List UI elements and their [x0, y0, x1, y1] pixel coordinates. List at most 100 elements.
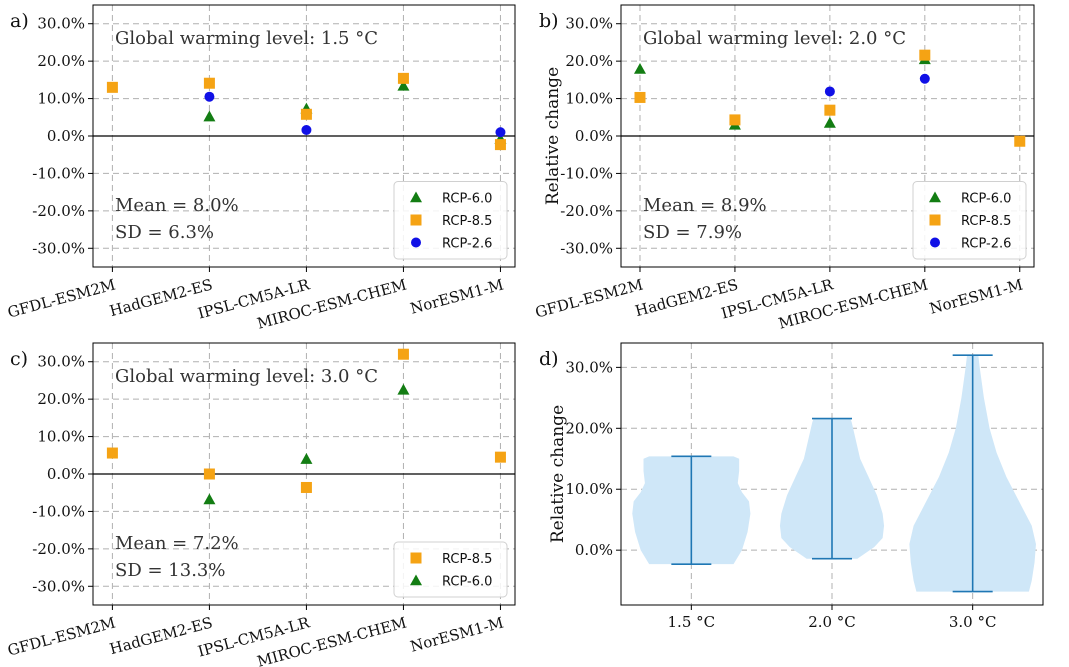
- legend-label: RCP-6.0: [961, 192, 1011, 207]
- panel-d: 0.0% 10.0% 20.0% 30.0% 1.5 °C 2.0 °C 3.0 °C d) R…: [539, 342, 1044, 631]
- y-tick-label: 30.0%: [37, 353, 85, 371]
- y-tick-label: -30.0%: [32, 239, 85, 257]
- panel-label: a): [10, 10, 29, 32]
- x-tick-label: GFDL-ESM2M: [6, 613, 118, 659]
- data-point-rcp-8.5: [494, 139, 506, 151]
- y-tick-label: -20.0%: [32, 202, 85, 220]
- legend-label: RCP-8.5: [442, 552, 492, 567]
- axes-frame: [620, 4, 1035, 268]
- warming-level-annotation: Global warming level: 1.5 °C: [115, 28, 378, 49]
- panel-label: d): [539, 348, 559, 370]
- panel-label: b): [539, 10, 559, 32]
- legend-marker: [410, 191, 422, 203]
- sd-annotation: SD = 6.3%: [115, 222, 214, 243]
- legend-label: RCP-8.5: [961, 214, 1011, 229]
- y-tick-label: 10.0%: [565, 480, 613, 498]
- y-tick-label: 10.0%: [37, 428, 85, 446]
- y-tick-label: 20.0%: [565, 52, 613, 70]
- data-point-rcp-2.6: [301, 125, 312, 136]
- data-point-rcp-2.6: [824, 86, 835, 97]
- data-point-rcp-8.5: [824, 104, 836, 116]
- data-point-rcp-8.5: [203, 468, 215, 480]
- legend: RCP-8.5 RCP-6.0: [393, 541, 508, 598]
- y-tick-label: 30.0%: [37, 15, 85, 33]
- axes-frame: [620, 342, 1044, 606]
- x-tick-label: 2.0 °C: [808, 613, 856, 631]
- data-point-rcp-8.5: [300, 481, 312, 493]
- mean-annotation: Mean = 7.2%: [115, 533, 239, 554]
- x-tick-label: 1.5 °C: [668, 613, 716, 631]
- legend: RCP-6.0 RCP-8.5 RCP-2.6: [912, 181, 1027, 260]
- data-point-rcp-8.5: [1014, 135, 1026, 147]
- y-tick-label: -10.0%: [32, 502, 85, 520]
- data-point-rcp-2.6: [919, 73, 930, 84]
- data-point-rcp-6.0: [203, 110, 216, 122]
- legend-marker: [410, 214, 422, 226]
- y-tick-label: -20.0%: [560, 202, 613, 220]
- x-tick-label: GFDL-ESM2M: [6, 275, 118, 321]
- y-tick-label: 0.0%: [575, 127, 613, 145]
- legend-label: RCP-6.0: [442, 575, 492, 590]
- warming-level-annotation: Global warming level: 3.0 °C: [115, 366, 378, 387]
- data-point-rcp-6.0: [633, 63, 646, 74]
- sd-annotation: SD = 13.3%: [115, 560, 225, 581]
- legend-marker: [929, 191, 941, 203]
- data-point-rcp-8.5: [634, 91, 646, 103]
- axes-frame: [92, 4, 516, 268]
- legend-marker: [411, 237, 421, 248]
- panel-a: -30.0% -20.0% -10.0% 0.0% 10.0% 20.0% 30.0% GFD…: [6, 4, 516, 333]
- y-tick-label: 10.0%: [37, 90, 85, 108]
- legend-label: RCP-2.6: [961, 237, 1011, 252]
- y-tick-label: -30.0%: [32, 577, 85, 595]
- x-tick-label: 3.0 °C: [949, 613, 997, 631]
- x-tick-label: NorESM1-M: [408, 275, 505, 317]
- data-point-rcp-6.0: [823, 116, 836, 128]
- y-tick-label: 20.0%: [565, 419, 613, 437]
- warming-level-annotation: Global warming level: 2.0 °C: [643, 28, 906, 49]
- y-tick-label: 0.0%: [47, 465, 85, 483]
- panel-b: -30.0% -20.0% -10.0% 0.0% 10.0% 20.0% 30.0% GFD…: [533, 4, 1035, 333]
- y-tick-label: 30.0%: [565, 358, 613, 376]
- y-tick-label: 0.0%: [575, 541, 613, 559]
- legend-marker: [410, 552, 422, 564]
- data-point-rcp-8.5: [494, 451, 506, 463]
- axes-frame: [92, 342, 516, 606]
- mean-annotation: Mean = 8.0%: [115, 195, 239, 216]
- y-tick-label: -10.0%: [560, 164, 613, 182]
- y-tick-label: 30.0%: [565, 15, 613, 33]
- y-tick-label: 10.0%: [565, 90, 613, 108]
- legend-marker: [929, 214, 941, 226]
- y-tick-label: -30.0%: [560, 239, 613, 257]
- mean-annotation: Mean = 8.9%: [643, 195, 767, 216]
- x-tick-label: NorESM1-M: [408, 613, 505, 655]
- legend-marker: [930, 237, 940, 248]
- data-point-rcp-8.5: [919, 49, 931, 61]
- data-point-rcp-6.0: [397, 79, 410, 91]
- y-axis-label: Relative change: [543, 67, 563, 205]
- y-tick-label: 0.0%: [47, 127, 85, 145]
- y-tick-label: -20.0%: [32, 540, 85, 558]
- data-point-rcp-2.6: [495, 127, 506, 138]
- x-tick-label: GFDL-ESM2M: [533, 275, 645, 321]
- y-tick-label: 20.0%: [37, 52, 85, 70]
- data-point-rcp-8.5: [397, 348, 409, 360]
- legend-box: [393, 181, 508, 260]
- legend-box: [912, 181, 1027, 260]
- sd-annotation: SD = 7.9%: [643, 222, 742, 243]
- y-tick-label: -10.0%: [32, 164, 85, 182]
- data-point-rcp-8.5: [203, 77, 215, 89]
- panel-label: c): [10, 348, 28, 370]
- x-tick-label: NorESM1-M: [928, 275, 1025, 317]
- legend-label: RCP-8.5: [442, 214, 492, 229]
- legend: RCP-6.0 RCP-8.5 RCP-2.6: [393, 181, 508, 260]
- legend-label: RCP-6.0: [442, 192, 492, 207]
- data-point-rcp-8.5: [729, 114, 741, 126]
- data-point-rcp-2.6: [204, 91, 215, 102]
- data-point-rcp-8.5: [397, 72, 409, 84]
- legend-label: RCP-2.6: [442, 237, 492, 252]
- y-axis-label: Relative change: [548, 405, 568, 543]
- legend-box: [393, 541, 508, 598]
- data-point-rcp-6.0: [300, 453, 313, 464]
- data-point-rcp-8.5: [106, 81, 118, 93]
